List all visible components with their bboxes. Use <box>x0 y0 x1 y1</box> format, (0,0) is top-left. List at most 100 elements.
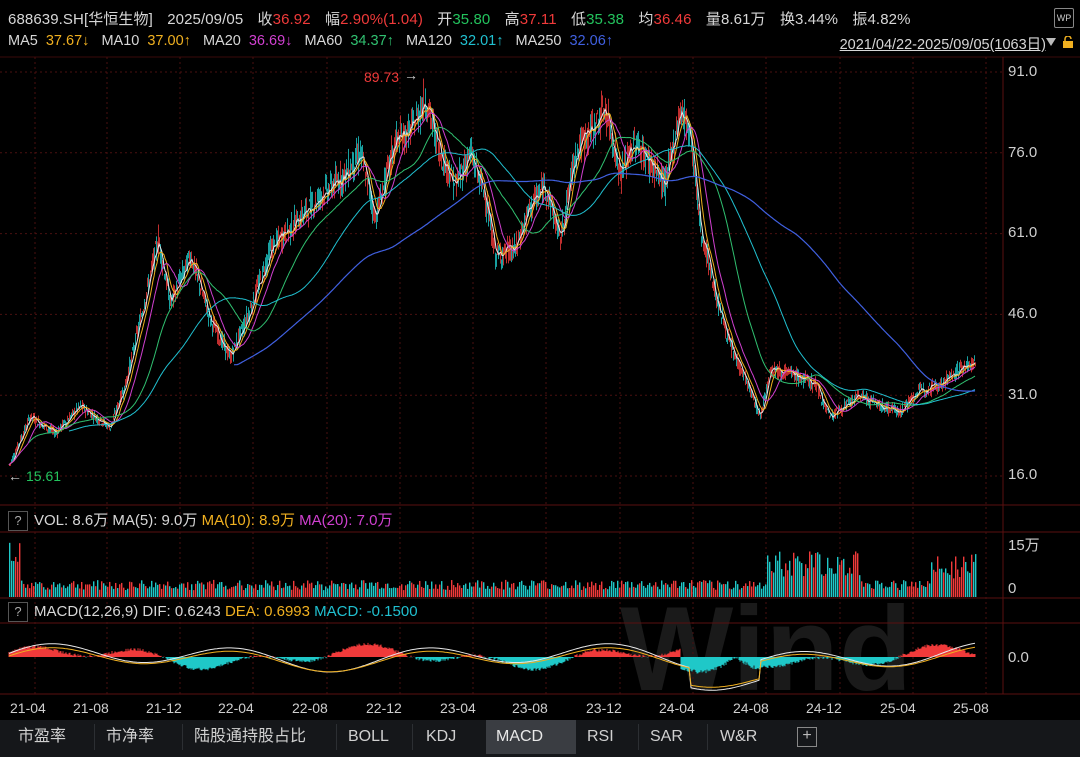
stock-chart[interactable]: Wind 91.0 76.0 61.0 46.0 31.0 16.0 89.73… <box>0 0 1080 720</box>
volume-bar <box>575 580 577 597</box>
volume-bar <box>45 589 47 597</box>
volume-bar <box>131 582 133 597</box>
volume-bar <box>721 584 723 597</box>
volume-bar <box>549 589 551 597</box>
date-range[interactable]: 2021/04/22-2025/09/05(1063日) <box>839 37 1046 53</box>
low-quote: 低35.38 <box>570 11 625 28</box>
volume-bar <box>215 588 217 597</box>
volume-bar <box>333 583 335 597</box>
volume-bar <box>459 585 461 597</box>
volume-bar <box>711 581 713 597</box>
volume-bar <box>61 587 63 597</box>
price-tick: 16.0 <box>1008 466 1037 483</box>
volume-bar <box>275 590 277 597</box>
ticker-name[interactable]: 688639.SH[华恒生物] <box>8 11 153 28</box>
volume-bar <box>355 584 357 597</box>
volume-bar <box>269 585 271 597</box>
max-price-label: 89.73 <box>364 69 399 85</box>
volume-bar <box>517 586 519 597</box>
tab-pe[interactable]: 市盈率 <box>18 728 67 745</box>
volume-bar <box>325 586 327 597</box>
tab-boll[interactable]: BOLL <box>348 728 389 745</box>
volume-bar <box>133 586 135 597</box>
volume-bar <box>863 586 865 597</box>
volume-bar <box>745 583 747 597</box>
volume-bar <box>449 589 451 597</box>
volume-bar <box>251 585 253 597</box>
volume-bar <box>827 557 829 597</box>
volume-bar <box>795 558 797 597</box>
tab-kdj[interactable]: KDJ <box>426 728 457 745</box>
volume-bar <box>243 590 245 597</box>
volume-bar <box>803 576 805 597</box>
volume-bar <box>319 584 321 597</box>
volume-bar <box>957 569 959 597</box>
volume-bar <box>427 584 429 597</box>
volume-bar <box>671 583 673 597</box>
volume-bar <box>87 584 89 597</box>
volume-bar <box>305 587 307 597</box>
volume-bar <box>689 583 691 597</box>
tab-macd[interactable]: MACD <box>486 720 576 754</box>
volume-bar <box>697 582 699 597</box>
volume-bar <box>593 585 595 597</box>
volume-bar <box>955 556 957 597</box>
tab-rsi[interactable]: RSI <box>587 728 614 745</box>
volume-bar <box>587 582 589 597</box>
volume-bar <box>653 585 655 597</box>
volume-bar <box>365 583 367 597</box>
macd-help-button[interactable]: ? <box>8 602 28 622</box>
volume-bar <box>945 568 947 597</box>
volume-bar <box>809 551 811 597</box>
tab-northbound[interactable]: 陆股通持股占比 <box>194 728 307 745</box>
chevron-down-icon[interactable] <box>1046 38 1056 46</box>
vol-help-button[interactable]: ? <box>8 511 28 532</box>
volume-bar <box>651 586 653 597</box>
volume-bar <box>301 585 303 597</box>
volume-bar <box>815 553 817 597</box>
volume-bar <box>567 588 569 597</box>
app-icon[interactable]: WP <box>1054 8 1074 28</box>
tab-wr[interactable]: W&R <box>720 728 758 745</box>
price-tick: 61.0 <box>1008 224 1037 241</box>
quote-date: 2025/09/05 <box>167 11 244 28</box>
volume-bar <box>311 582 313 597</box>
volume-bar <box>101 581 103 597</box>
volume-bar <box>597 589 599 597</box>
volume-bar <box>291 589 293 597</box>
x-tick: 24-08 <box>733 700 769 716</box>
volume-bar <box>113 588 115 597</box>
volume-bar <box>231 587 233 597</box>
volume-bar <box>899 590 901 597</box>
volume-bar <box>205 589 207 597</box>
volume-bar <box>867 583 869 597</box>
volume-bar <box>343 582 345 597</box>
volume-bar <box>463 585 465 597</box>
volume-bar <box>377 581 379 597</box>
volume-bar <box>207 582 209 597</box>
volume-bar <box>591 581 593 597</box>
tab-sar[interactable]: SAR <box>650 728 683 745</box>
volume-bar <box>507 581 509 597</box>
lock-icon[interactable] <box>1062 36 1074 48</box>
volume-bar <box>811 554 813 597</box>
volume-bar <box>635 587 637 597</box>
volume-bar <box>705 580 707 597</box>
volume-bar <box>807 568 809 597</box>
volume-bar <box>347 588 349 597</box>
macd-dea-line <box>8 646 976 688</box>
volume-bar <box>211 583 213 597</box>
volume-bar <box>441 581 443 597</box>
volume-bar <box>63 585 65 597</box>
x-tick: 23-04 <box>440 700 476 716</box>
volume-bar <box>931 562 933 597</box>
volume-bar <box>643 585 645 597</box>
volume-bar <box>553 585 555 597</box>
min-price-label: 15.61 <box>26 468 61 484</box>
open-quote: 开35.80 <box>437 11 491 28</box>
volume-bar <box>451 580 453 597</box>
volume-bar <box>605 587 607 597</box>
add-tab-button[interactable]: + <box>797 727 817 747</box>
tab-pb[interactable]: 市净率 <box>106 728 155 745</box>
volume-bar <box>217 584 219 597</box>
